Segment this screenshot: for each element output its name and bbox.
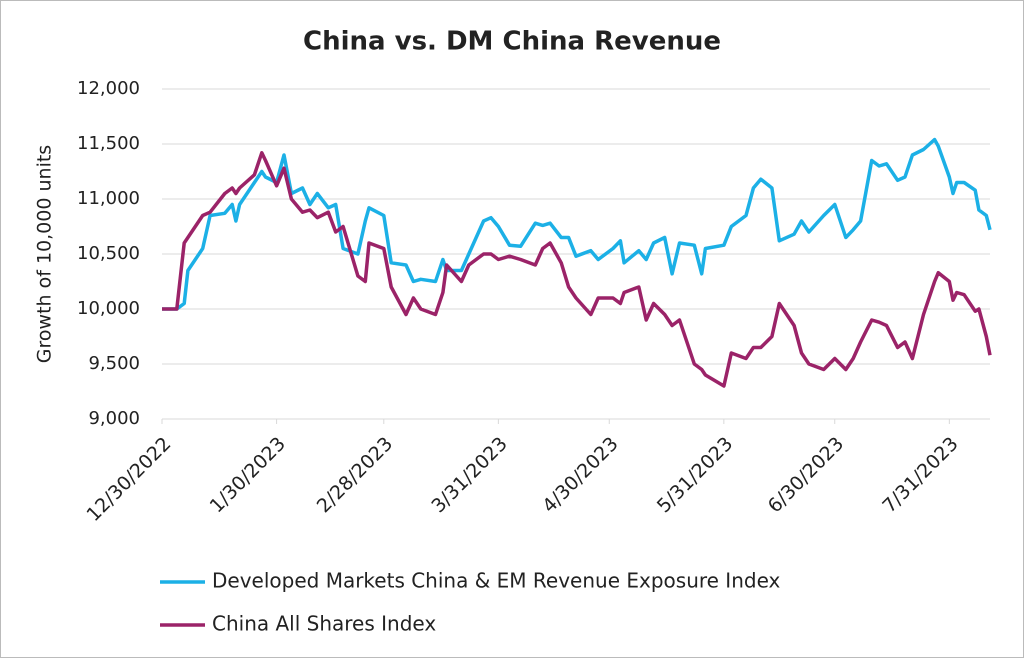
y-axis-title: Growth of 10,000 units (34, 145, 56, 363)
y-tick-label: 10,000 (77, 298, 140, 319)
series-line (162, 137, 992, 311)
y-tick-label: 11,500 (77, 133, 140, 154)
legend-label: Developed Markets China & EM Revenue Exp… (212, 569, 781, 593)
y-tick-label: 9,000 (88, 408, 140, 429)
chart-title: China vs. DM China Revenue (303, 27, 721, 57)
y-tick-label: 9,500 (88, 353, 140, 374)
y-tick-label: 11,000 (77, 188, 140, 209)
y-tick-label: 12,000 (77, 78, 140, 99)
y-tick-label: 10,500 (77, 243, 140, 264)
legend-label: China All Shares Index (212, 612, 436, 636)
series-line (162, 151, 992, 388)
